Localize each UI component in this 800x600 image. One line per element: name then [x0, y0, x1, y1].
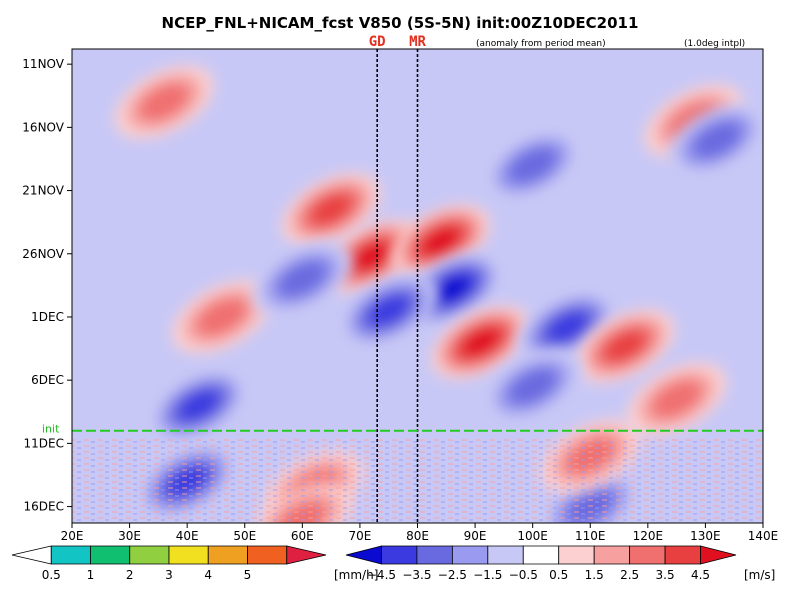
- anomaly-positive-11: [626, 362, 727, 436]
- cb1-label-5: 5: [244, 568, 252, 582]
- x-tick-100e: 100E: [517, 529, 548, 543]
- cb2-swatch-4: [487, 545, 524, 565]
- cb2-label-8: 3.5: [656, 568, 675, 582]
- y-tick-16dec: 16DEC: [24, 500, 64, 514]
- cb2-swatch-8: [629, 545, 666, 565]
- cb1-swatch-7: [286, 545, 327, 565]
- precip-colorbar: 0.5 1 2 3 4 5 [mm/h]: [11, 545, 378, 582]
- cb1-swatch-5: [207, 545, 248, 565]
- x-axis: 20E 30E 40E 50E 60E 70E 80E 90E 100E 110E 120E 130E…: [61, 523, 779, 543]
- cb1-label-3: 3: [165, 568, 173, 582]
- cb1-swatch-4: [168, 545, 209, 565]
- x-tick-50e: 50E: [233, 529, 256, 543]
- y-tick-1dec: 1DEC: [31, 310, 64, 324]
- wind-colorbar: −4.5 −3.5 −2.5 −1.5 −0.5 0.5 1.5 2.5 3.5 4.5 [m/s]: [345, 545, 775, 582]
- y-tick-16nov: 16NOV: [22, 120, 64, 134]
- y-tick-11dec: 11DEC: [24, 436, 64, 450]
- cb2-swatch-7: [593, 545, 631, 565]
- x-tick-140e: 140E: [748, 529, 779, 543]
- anomaly-negative-10: [482, 349, 583, 424]
- x-tick-30e: 30E: [118, 529, 141, 543]
- cb2-swatch-1: [381, 545, 418, 565]
- cb2-label-4: −0.5: [509, 568, 538, 582]
- cb1-swatch-1: [50, 545, 91, 565]
- x-tick-60e: 60E: [291, 529, 314, 543]
- cb2-label-6: 1.5: [585, 568, 604, 582]
- cb2-label-9: 4.5: [691, 568, 710, 582]
- anomaly-negative-16: [667, 103, 763, 177]
- x-tick-20e: 20E: [61, 529, 84, 543]
- x-tick-120e: 120E: [633, 529, 664, 543]
- cb2-swatch-6: [558, 545, 595, 565]
- x-tick-130e: 130E: [690, 529, 721, 543]
- x-tick-110e: 110E: [575, 529, 606, 543]
- cb2-swatch-5: [522, 545, 560, 565]
- y-tick-11nov: 11NOV: [22, 57, 64, 71]
- cb2-swatch-9: [664, 545, 701, 565]
- plot-area: GD MR 20E 30E 40E 50E 60E 70E 80E 90E 100E 110E 120…: [22, 34, 779, 543]
- site-label-gd: GD: [369, 34, 386, 50]
- anomaly-negative-12: [252, 242, 353, 316]
- chart-subtitle: (anomaly from period mean): [476, 39, 606, 49]
- cb2-unit: [m/s]: [744, 568, 775, 582]
- anomaly-negative-8: [148, 368, 249, 443]
- cb2-swatch-2: [416, 545, 453, 565]
- cb2-label-1: −3.5: [402, 568, 431, 582]
- cb2-label-2: −2.5: [438, 568, 467, 582]
- anomaly-positive-9: [172, 280, 272, 354]
- site-markers: GD MR: [369, 34, 426, 523]
- chart-note: (1.0deg intpl): [684, 39, 745, 49]
- cb2-label-0: −4.5: [367, 568, 396, 582]
- y-tick-6dec: 6DEC: [31, 373, 64, 387]
- init-label: init: [42, 423, 60, 436]
- cb1-label-0: 0.5: [42, 568, 61, 582]
- cb1-swatch-6: [247, 545, 288, 565]
- cb2-swatch-3: [451, 545, 489, 565]
- anomaly-positive-5: [431, 305, 531, 379]
- cb1-label-1: 1: [87, 568, 95, 582]
- anomaly-positive-7: [575, 309, 675, 383]
- x-tick-80e: 80E: [406, 529, 429, 543]
- cb1-swatch-0: [11, 545, 52, 565]
- cb2-swatch-0: [345, 545, 382, 565]
- cb2-label-3: −1.5: [473, 568, 502, 582]
- cb1-swatch-3: [129, 545, 170, 565]
- site-label-mr: MR: [409, 34, 426, 50]
- cb1-label-2: 2: [126, 568, 134, 582]
- anomaly-positive-13: [114, 65, 214, 139]
- y-tick-21nov: 21NOV: [22, 184, 64, 198]
- anomaly-positive-2: [281, 172, 381, 247]
- cb2-swatch-10: [700, 545, 737, 565]
- chart-title: NCEP_FNL+NICAM_fcst V850 (5S-5N) init:00…: [162, 14, 639, 32]
- cb1-label-4: 4: [204, 568, 212, 582]
- y-tick-26nov: 26NOV: [22, 247, 64, 261]
- anomaly-negative-4: [338, 273, 439, 348]
- x-tick-40e: 40E: [176, 529, 199, 543]
- cb1-swatch-2: [90, 545, 131, 565]
- cb2-label-5: 0.5: [549, 568, 568, 582]
- y-axis: 11NOV 16NOV 21NOV 26NOV 1DEC 6DEC 11DEC 16DEC: [22, 57, 72, 514]
- anomaly-negative-14: [482, 128, 583, 202]
- x-tick-70e: 70E: [348, 529, 371, 543]
- cb2-label-7: 2.5: [620, 568, 639, 582]
- x-tick-90e: 90E: [464, 529, 487, 543]
- cb1-unit: [mm/h]: [334, 568, 378, 582]
